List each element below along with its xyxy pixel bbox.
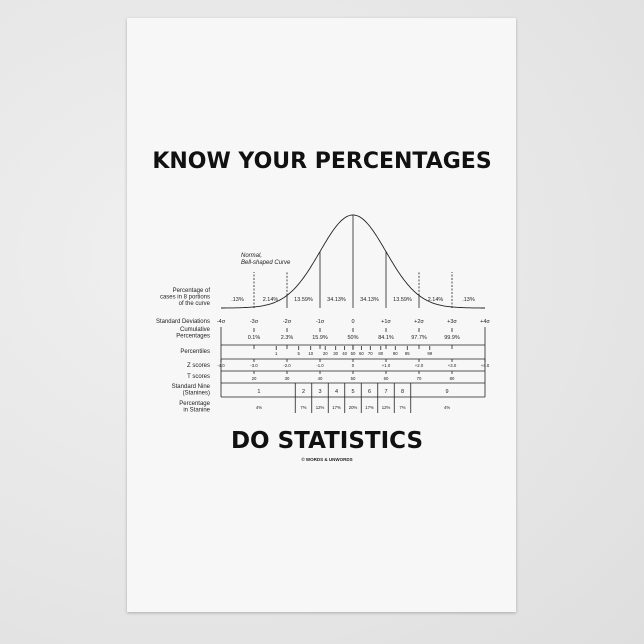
stanine-pct-label: 12% [316, 405, 325, 410]
sd-label: +1σ [381, 319, 391, 325]
title-bottom: DO STATISTICS [231, 428, 423, 454]
stanine-label: 5 [351, 389, 354, 395]
percentile-label: 30 [333, 351, 338, 356]
percentile-label: 50 [351, 351, 356, 356]
percentile-label: 80 [378, 351, 383, 356]
portion-label: 34.13% [327, 297, 346, 303]
row-label-cumulative: Cumulative [180, 327, 211, 333]
portion-label: 2.14% [428, 297, 444, 303]
copyright: © WORDS & UNWORDS [301, 456, 352, 462]
percentile-label: 95 [405, 351, 410, 356]
cumulative-label: 15.9% [312, 335, 328, 341]
z-label: 0 [352, 363, 355, 368]
sd-label: +3σ [447, 319, 457, 325]
portion-label: 13.59% [393, 297, 412, 303]
portion-label: .13% [231, 297, 244, 303]
z-label: -2.0 [283, 363, 291, 368]
stanine-label: 7 [384, 389, 387, 395]
paper-sheet [127, 18, 516, 612]
stanine-label: 9 [446, 389, 449, 395]
stanine-label: 2 [302, 389, 305, 395]
stanine-pct-label: 7% [399, 405, 405, 410]
z-label: +2.0 [415, 363, 424, 368]
row-label-percentiles: Percentiles [180, 349, 210, 355]
stanine-pct-label: 17% [332, 405, 341, 410]
t-label: 50 [351, 376, 356, 381]
z-label: -1.0 [316, 363, 324, 368]
z-label: -4.0 [217, 363, 225, 368]
cumulative-label: 2.3% [281, 335, 294, 341]
row-label-stanine-pct: Percentage [179, 401, 210, 407]
stanine-pct-label: 17% [365, 405, 374, 410]
row-label-sd: Standard Deviations [156, 319, 210, 325]
portion-label: 2.14% [263, 297, 279, 303]
stanine-label: 3 [318, 389, 321, 395]
row-label-stanine-pct: in Stanine [183, 408, 210, 414]
sd-label: -1σ [316, 319, 325, 325]
row-label-cumulative: Percentages [176, 334, 210, 340]
cumulative-label: 50% [347, 335, 358, 341]
cumulative-label: 84.1% [378, 335, 394, 341]
sd-label: -4σ [217, 319, 226, 325]
curve-label-1: Normal, [241, 253, 262, 259]
stanine-pct-label: 4% [256, 405, 262, 410]
percentile-label: 10 [308, 351, 313, 356]
percentile-label: 90 [393, 351, 398, 356]
sd-label: -2σ [283, 319, 292, 325]
stanine-label: 4 [335, 389, 338, 395]
stanine-pct-label: 7% [300, 405, 306, 410]
percentile-label: 99 [427, 351, 432, 356]
row-label-stanine: Standard Nine [172, 384, 211, 390]
sd-label: 0 [351, 319, 354, 325]
title-top: KNOW YOUR PERCENTAGES [152, 149, 491, 174]
stanine-pct-label: 4% [444, 405, 450, 410]
percentile-label: 5 [298, 351, 301, 356]
stanine-pct-label: 12% [382, 405, 391, 410]
percentile-label: 60 [359, 351, 364, 356]
cumulative-label: 97.7% [411, 335, 427, 341]
t-label: 70 [417, 376, 422, 381]
percentile-label: 40 [342, 351, 347, 356]
z-label: +4.0 [481, 363, 490, 368]
sd-label: -3σ [250, 319, 259, 325]
curve-label-2: Bell-shaped Curve [241, 260, 291, 266]
row-label-portions: of the curve [179, 301, 211, 307]
row-label-portions: Percentage of [173, 288, 211, 294]
percentile-label: 70 [368, 351, 373, 356]
stanine-label: 1 [257, 389, 260, 395]
cumulative-label: 99.9% [444, 335, 460, 341]
cumulative-label: 0.1% [248, 335, 261, 341]
t-label: 20 [252, 376, 257, 381]
row-label-t: T scores [187, 374, 210, 380]
row-label-z: Z scores [187, 363, 210, 369]
stanine-label: 6 [368, 389, 371, 395]
portion-label: .13% [462, 297, 475, 303]
t-label: 60 [384, 376, 389, 381]
row-label-stanine: (Stanines) [183, 391, 210, 397]
sd-label: +2σ [414, 319, 424, 325]
percentile-label: 1 [275, 351, 278, 356]
stanine-pct-label: 20% [349, 405, 358, 410]
t-label: 80 [450, 376, 455, 381]
z-label: +3.0 [448, 363, 457, 368]
stanine-label: 8 [401, 389, 404, 395]
z-label: +1.0 [382, 363, 391, 368]
row-label-portions: cases in 8 portions [160, 295, 210, 301]
z-label: -3.0 [250, 363, 258, 368]
portion-label: 34.13% [360, 297, 379, 303]
sd-label: +4σ [480, 319, 490, 325]
t-label: 30 [285, 376, 290, 381]
portion-label: 13.59% [294, 297, 313, 303]
t-label: 40 [318, 376, 323, 381]
percentile-label: 20 [323, 351, 328, 356]
